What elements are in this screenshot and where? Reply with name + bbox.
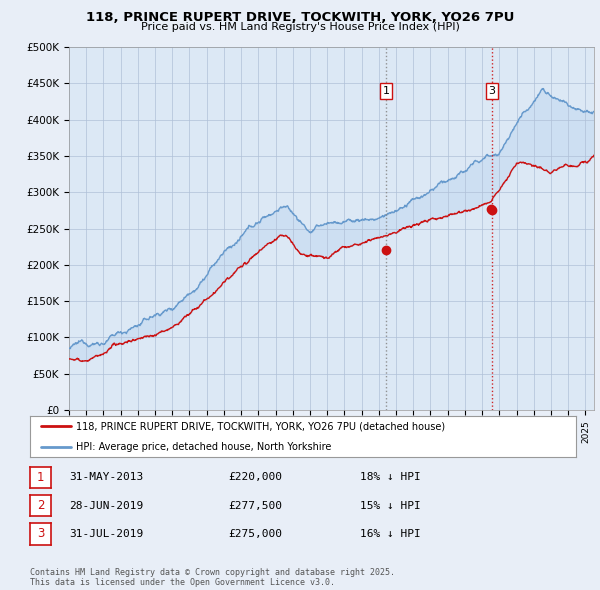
Text: 31-JUL-2019: 31-JUL-2019 bbox=[69, 529, 143, 539]
Text: 31-MAY-2013: 31-MAY-2013 bbox=[69, 473, 143, 482]
Text: 1: 1 bbox=[383, 86, 389, 96]
Text: 28-JUN-2019: 28-JUN-2019 bbox=[69, 501, 143, 510]
Text: Price paid vs. HM Land Registry's House Price Index (HPI): Price paid vs. HM Land Registry's House … bbox=[140, 22, 460, 32]
Text: £277,500: £277,500 bbox=[228, 501, 282, 510]
Text: 118, PRINCE RUPERT DRIVE, TOCKWITH, YORK, YO26 7PU: 118, PRINCE RUPERT DRIVE, TOCKWITH, YORK… bbox=[86, 11, 514, 24]
Text: 3: 3 bbox=[488, 86, 496, 96]
Text: £220,000: £220,000 bbox=[228, 473, 282, 482]
Text: 18% ↓ HPI: 18% ↓ HPI bbox=[360, 473, 421, 482]
Text: 2: 2 bbox=[37, 499, 44, 512]
Text: £275,000: £275,000 bbox=[228, 529, 282, 539]
Text: 3: 3 bbox=[37, 527, 44, 540]
Text: Contains HM Land Registry data © Crown copyright and database right 2025.
This d: Contains HM Land Registry data © Crown c… bbox=[30, 568, 395, 587]
Text: 1: 1 bbox=[37, 471, 44, 484]
Text: 118, PRINCE RUPERT DRIVE, TOCKWITH, YORK, YO26 7PU (detached house): 118, PRINCE RUPERT DRIVE, TOCKWITH, YORK… bbox=[76, 421, 446, 431]
Text: 15% ↓ HPI: 15% ↓ HPI bbox=[360, 501, 421, 510]
Text: HPI: Average price, detached house, North Yorkshire: HPI: Average price, detached house, Nort… bbox=[76, 442, 332, 452]
Text: 16% ↓ HPI: 16% ↓ HPI bbox=[360, 529, 421, 539]
